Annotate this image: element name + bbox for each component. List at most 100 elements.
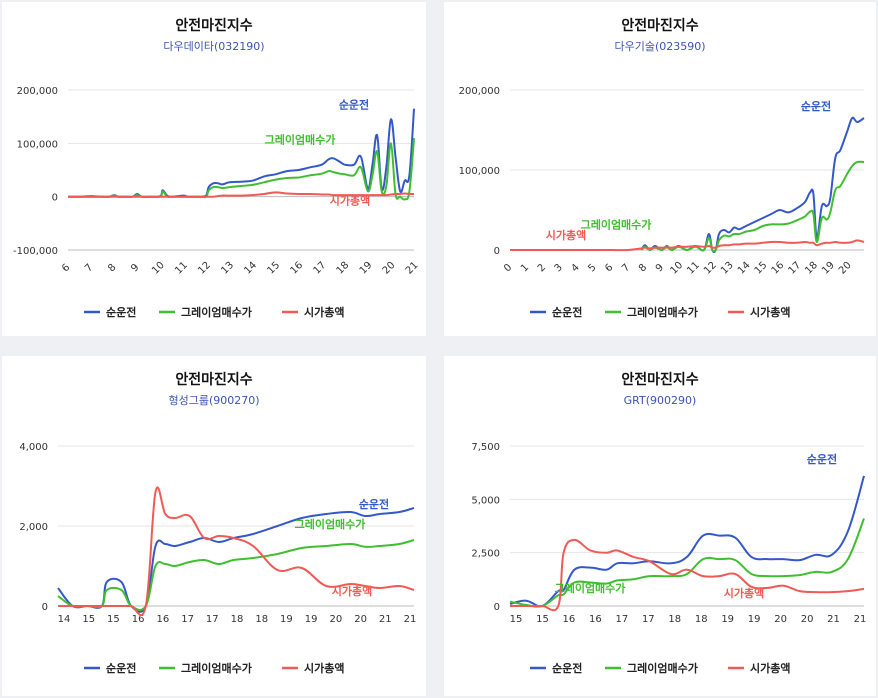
x-tick-label: 21 [404,614,417,625]
x-tick-label: 8 [106,262,118,274]
series-end-label: 순운전 [359,497,389,511]
x-tick-label: 3 [553,262,565,274]
x-tick-label: 15 [107,614,120,625]
x-tick-label: 17 [615,614,628,625]
legend-label: 그레이엄매수가 [627,661,698,675]
chart-subtitle: GRT(900290) [624,394,697,407]
series-line-3 [509,538,865,612]
y-tick-label: 0 [494,602,500,613]
y-tick-label: -100,000 [13,246,58,257]
series-end-label: 그레이엄매수가 [555,581,626,595]
x-tick-label: 17 [206,614,219,625]
x-tick-label: 19 [358,260,375,277]
legend-label: 그레이엄매수가 [627,305,698,319]
chart-subtitle: 형성그룹(900270) [168,394,259,407]
x-tick-label: 2 [536,262,548,274]
x-tick-label: 15 [82,614,95,625]
x-tick-label: 14 [242,260,259,277]
legend-label: 그레이엄매수가 [181,661,252,675]
x-tick-label: 15 [753,260,770,277]
x-tick-label: 16 [770,260,787,277]
x-tick-label: 13 [219,260,236,277]
x-tick-label: 11 [173,260,190,277]
y-tick-label: 0 [494,246,500,257]
series-line-1 [640,116,865,254]
x-tick-label: 10 [668,260,685,277]
series-line-3 [67,191,415,198]
x-tick-label: 1 [519,262,531,274]
series-line-2 [67,137,415,201]
x-tick-label: 20 [774,614,787,625]
x-tick-label: 12 [196,260,213,277]
series-line-3 [57,486,415,617]
series-line-2 [57,539,415,611]
x-tick-label: 18 [231,614,244,625]
series-end-label: 시가총액 [332,584,372,598]
chart-svg: 안전마진지수 GRT(900290) 7,500 5,000 2,500 0 15 15 16 1… [471,371,866,675]
chart-panel-dow-data: 안전마진지수 다우데이타(032190) 200,000 100,000 0 -100,0… [2,2,426,336]
x-tick-label: 7 [83,262,95,274]
chart-panel-grt: 안전마진지수 GRT(900290) 7,500 5,000 2,500 0 15 15 16 1… [444,356,876,696]
legend-label: 그레이엄매수가 [181,305,252,319]
x-tick-label: 12 [702,260,719,277]
x-tick-label: 4 [570,262,582,274]
x-tick-label: 18 [695,614,708,625]
y-tick-label: 0 [52,193,58,204]
x-tick-label: 19 [305,614,318,625]
chart-subtitle: 다우기술(023590) [614,40,705,53]
x-tick-label: 6 [60,262,72,274]
series-end-label: 시가총액 [546,228,586,242]
x-tick-label: 18 [255,614,268,625]
x-tick-label: 14 [736,260,753,277]
x-tick-label: 15 [510,614,523,625]
x-tick-label: 17 [181,614,194,625]
x-tick-label: 10 [150,260,167,277]
series-end-label: 시가총액 [330,194,370,208]
x-tick-label: 20 [329,614,342,625]
x-tick-label: 16 [289,260,306,277]
legend-label: 순운전 [106,661,136,675]
series-end-label: 그레이엄매수가 [295,517,366,531]
legend-label: 시가총액 [750,305,790,319]
chart-panel-dow-tech: 안전마진지수 다우기술(023590) 200,000 100,000 0 0 1 2 3 4 5 6… [444,2,876,336]
y-tick-label: 100,000 [459,166,500,177]
x-tick-label: 15 [536,614,549,625]
x-tick-label: 9 [129,262,141,274]
x-tick-label: 19 [820,260,837,277]
legend-label: 순운전 [552,661,582,675]
x-tick-label: 18 [668,614,681,625]
chart-subtitle: 다우데이타(032190) [163,40,264,53]
series-end-label: 순운전 [339,98,369,112]
y-tick-label: 4,000 [19,442,48,453]
legend-label: 시가총액 [304,305,344,319]
chart-title: 안전마진지수 [175,17,252,34]
series-end-label: 시가총액 [724,586,764,600]
x-tick-label: 17 [786,260,803,277]
chart-title: 안전마진지수 [175,371,252,388]
x-tick-label: 20 [354,614,367,625]
series-line-2 [640,160,865,253]
legend-label: 순운전 [106,305,136,319]
series-end-label: 그레이엄매수가 [581,217,652,231]
series-line-2 [509,518,865,608]
y-tick-label: 7,500 [471,442,500,453]
x-tick-label: 20 [837,260,854,277]
x-tick-label: 9 [654,262,666,274]
series-end-label: 순운전 [801,99,831,113]
x-tick-label: 19 [280,614,293,625]
x-tick-label: 11 [685,260,702,277]
y-tick-label: 2,500 [471,549,500,560]
x-tick-label: 18 [335,260,352,277]
y-tick-label: 100,000 [17,139,58,150]
x-tick-label: 16 [132,614,145,625]
x-tick-label: 19 [721,614,734,625]
series-end-label: 순운전 [807,452,837,466]
series-line-1 [509,475,865,608]
series-line-3 [510,239,865,252]
x-tick-label: 18 [803,260,820,277]
x-tick-label: 21 [827,614,840,625]
series-line-1 [57,507,415,613]
